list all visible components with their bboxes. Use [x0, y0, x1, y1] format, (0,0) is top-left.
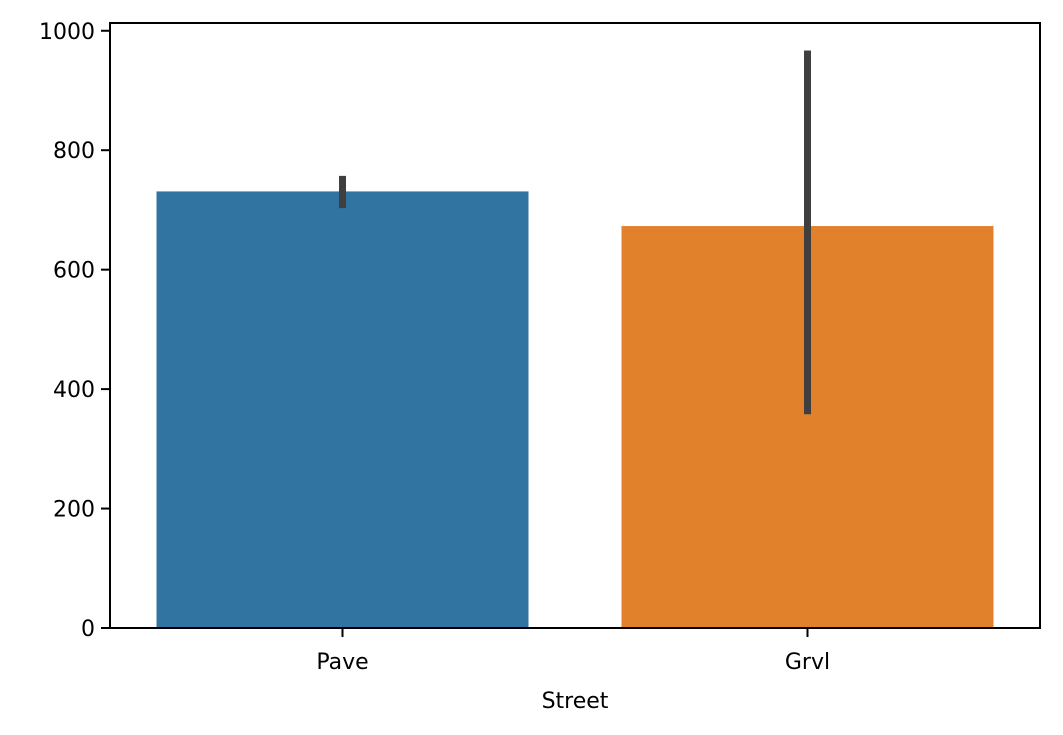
y-tick-label: 0 [81, 617, 95, 642]
x-tick-label: Pave [316, 650, 368, 675]
y-tick-label: 400 [53, 378, 95, 403]
plot-frame [109, 22, 1041, 629]
x-axis-label: Street [542, 689, 609, 714]
bar-pave [156, 191, 529, 628]
error-bars-layer [339, 50, 811, 415]
y-tick-label: 800 [53, 139, 95, 164]
y-tick-label: 200 [53, 498, 95, 523]
y-tick-label: 1000 [39, 20, 95, 45]
y-axis: 0 200 400 600 800 1000 [39, 20, 110, 642]
x-axis: Pave Grvl [316, 628, 830, 675]
x-tick-label: Grvl [785, 650, 830, 675]
bars-layer [156, 191, 994, 628]
y-tick-label: 600 [53, 259, 95, 284]
